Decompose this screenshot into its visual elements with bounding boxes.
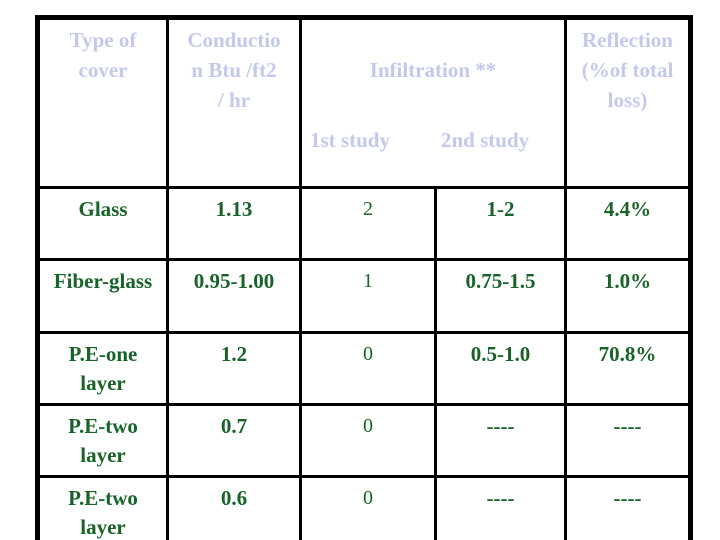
header-infiltration-title: Infiltration ** [369,57,497,82]
cell-conduction: 0.6 [166,474,302,540]
cell-cover: P.E-two layer [36,474,169,540]
cell-conduction: 0.95-1.00 [166,257,302,334]
infiltration-subheaders: 1st study 2nd study [304,126,563,156]
cell-2nd-study: 0.75-1.5 [434,257,567,334]
header-1st-study: 1st study [310,128,390,152]
table-row-pe-two-layer-2: P.E-two layer 0.6 0 ---- ---- [36,474,692,540]
header-type-of-cover: Type of cover [36,16,169,189]
header-2nd-study: 2nd study [441,128,530,152]
cell-1st-study: 1 [299,257,437,334]
cell-2nd-study: 0.5-1.0 [434,330,567,406]
cell-reflection: 1.0% [564,257,692,334]
cell-2nd-study: ---- [434,402,567,478]
table-row-fiber-glass: Fiber-glass 0.95-1.00 1 0.75-1.5 1.0% [36,257,692,334]
header-infiltration: Infiltration ** 1st study 2nd study [299,16,567,189]
cell-cover: Fiber-glass [36,257,169,334]
cell-reflection: 4.4% [564,185,692,261]
cell-conduction: 1.13 [166,185,302,261]
cell-cover: P.E-one layer [36,330,169,406]
infiltration-header-wrap: Infiltration ** 1st study 2nd study [304,56,563,156]
cell-reflection: ---- [564,474,692,540]
cell-conduction: 0.7 [166,402,302,478]
cell-reflection: ---- [564,402,692,478]
table-row-glass: Glass 1.13 2 1-2 4.4% [36,185,692,261]
table-row-pe-one-layer: P.E-one layer 1.2 0 0.5-1.0 70.8% [36,330,692,406]
table-header-row: Type of cover Conductio n Btu /ft2 / hr … [36,16,692,189]
cell-conduction: 1.2 [166,330,302,406]
cover-comparison-table: Type of cover Conductio n Btu /ft2 / hr … [35,15,693,540]
table-row-pe-two-layer-1: P.E-two layer 0.7 0 ---- ---- [36,402,692,478]
cell-2nd-study: 1-2 [434,185,567,261]
cell-2nd-study: ---- [434,474,567,540]
header-reflection: Reflection (%of total loss) [564,16,692,189]
cell-1st-study: 0 [299,330,437,406]
cell-cover: Glass [36,185,169,261]
cell-1st-study: 0 [299,474,437,540]
cell-1st-study: 0 [299,402,437,478]
cell-reflection: 70.8% [564,330,692,406]
cell-1st-study: 2 [299,185,437,261]
header-conduction: Conductio n Btu /ft2 / hr [166,16,302,189]
cell-cover: P.E-two layer [36,402,169,478]
